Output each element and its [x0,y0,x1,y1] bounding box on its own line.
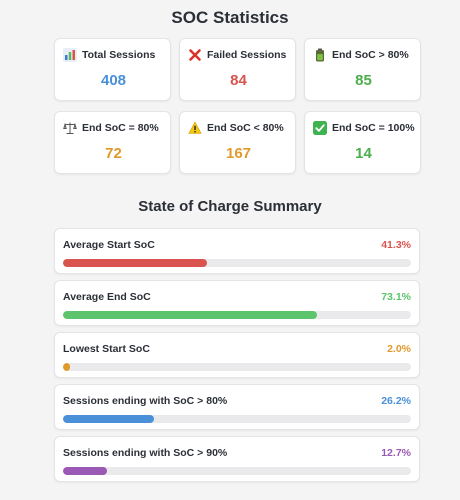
summary-value: 2.0% [387,343,411,355]
progress-track [63,259,411,267]
progress-track [63,311,411,319]
summary-label: Average End SoC [63,291,151,303]
stat-label: End SoC = 80% [82,122,159,134]
page-title: SOC Statistics [171,8,289,27]
stat-card-end-soc-eq-80: End SoC = 80% 72 [54,111,171,174]
summary-row: Average End SoC 73.1% [54,280,420,326]
summary-label: Sessions ending with SoC > 80% [63,395,228,407]
progress-track [63,415,411,423]
progress-fill [63,415,155,423]
summary-list: Average Start SoC 41.3% Average End SoC … [54,228,420,488]
warning-icon [188,121,202,135]
stat-value: 408 [100,72,127,89]
stat-value: 85 [355,72,372,89]
stat-card-end-soc-gt-80: End SoC > 80% 85 [304,38,421,101]
progress-fill [63,311,318,319]
progress-track [63,467,411,475]
progress-fill [63,363,70,371]
summary-value: 12.7% [381,447,411,459]
stat-label: Failed Sessions [207,49,287,61]
stat-label: Total Sessions [82,49,156,61]
summary-row: Lowest Start SoC 2.0% [54,332,420,378]
stat-label: End SoC = 100% [332,122,415,134]
progress-fill [63,259,207,267]
summary-row: Average Start SoC 41.3% [54,228,420,274]
summary-title: State of Charge Summary [138,198,322,215]
summary-label: Lowest Start SoC [63,343,150,355]
progress-fill [63,467,108,475]
cross-icon [188,48,202,62]
stat-value: 84 [230,72,247,89]
stat-card-total-sessions: Total Sessions 408 [54,38,171,101]
stat-value: 14 [355,145,372,162]
stat-value: 167 [225,145,252,162]
summary-value: 73.1% [381,291,411,303]
stat-card-end-soc-lt-80: End SoC < 80% 167 [179,111,296,174]
bar-chart-icon [63,48,77,62]
check-icon [313,121,327,135]
stat-label: End SoC < 80% [207,122,284,134]
summary-value: 41.3% [381,239,411,251]
stat-card-failed-sessions: Failed Sessions 84 [179,38,296,101]
summary-row: Sessions ending with SoC > 80% 26.2% [54,384,420,430]
summary-label: Sessions ending with SoC > 90% [63,447,228,459]
stats-grid: Total Sessions 408 Failed Sessions 84 En… [54,38,421,174]
summary-label: Average Start SoC [63,239,155,251]
battery-icon [313,48,327,62]
summary-row: Sessions ending with SoC > 90% 12.7% [54,436,420,482]
stat-value: 72 [105,145,122,162]
summary-value: 26.2% [381,395,411,407]
scales-icon [63,121,77,135]
progress-track [63,363,411,371]
stat-card-end-soc-eq-100: End SoC = 100% 14 [304,111,421,174]
stat-label: End SoC > 80% [332,49,409,61]
